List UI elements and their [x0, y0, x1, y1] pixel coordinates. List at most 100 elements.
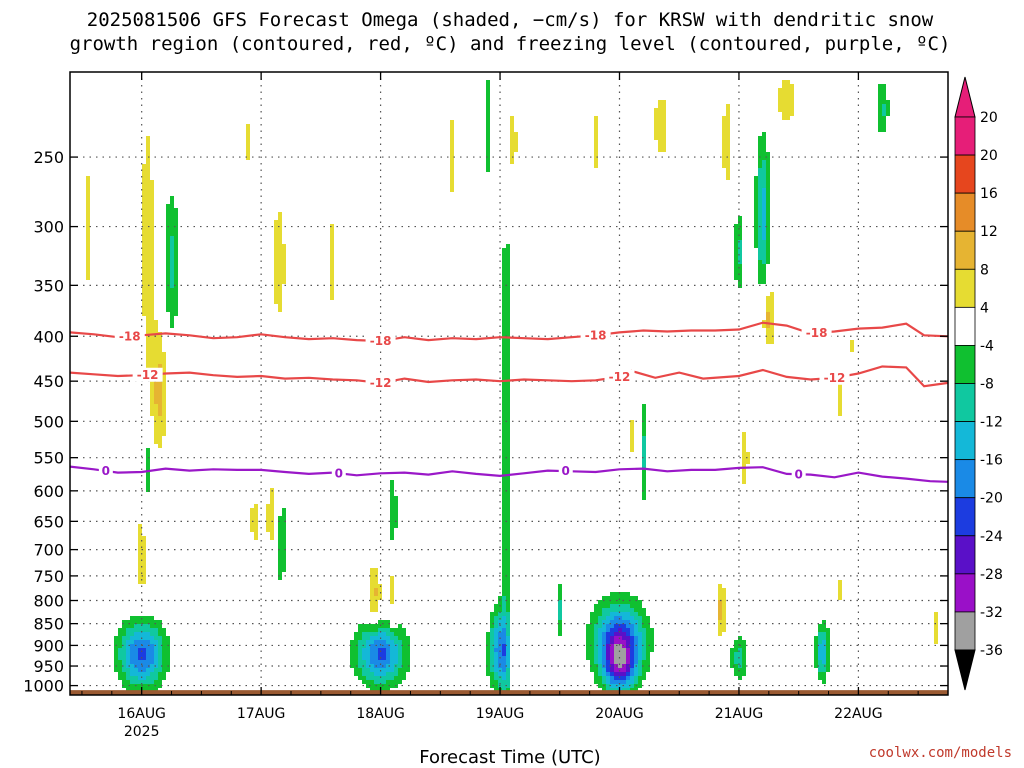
- omega-cell: [766, 236, 770, 240]
- omega-cell: [330, 276, 334, 280]
- omega-cell: [718, 600, 722, 604]
- omega-cell: [766, 204, 770, 208]
- omega-cell: [158, 672, 166, 676]
- omega-cell: [146, 148, 150, 152]
- omega-cell: [142, 232, 154, 236]
- omega-cell: [246, 156, 250, 160]
- omega-cell: [246, 136, 250, 140]
- omega-cell: [502, 596, 506, 600]
- omega-cell: [174, 280, 178, 284]
- omega-cell: [822, 640, 826, 644]
- omega-cell: [502, 460, 510, 464]
- colorbar: 20 20 16 12 8 4 -4 -8 -12 -16 -20 -24 -28 -32 -36: [954, 76, 1003, 691]
- omega-cell: [502, 392, 510, 396]
- omega-cell: [146, 656, 154, 660]
- omega-cell: [642, 448, 646, 452]
- omega-cell: [758, 260, 762, 264]
- omega-cell: [602, 640, 606, 644]
- omega-cell: [486, 160, 490, 164]
- omega-cell: [510, 132, 518, 136]
- omega-cell: [118, 648, 126, 652]
- omega-cell: [330, 240, 334, 244]
- omega-cell: [594, 164, 598, 168]
- omega-cell: [450, 136, 454, 140]
- omega-cell: [754, 216, 758, 220]
- omega-cell: [158, 648, 162, 652]
- omega-cell: [278, 544, 286, 548]
- omega-cell: [738, 636, 742, 640]
- omega-cell: [350, 648, 358, 652]
- omega-cell: [494, 668, 502, 672]
- omega-cell: [378, 592, 382, 596]
- omega-cell: [142, 296, 154, 300]
- omega-cell: [734, 236, 742, 240]
- omega-cell: [86, 176, 90, 180]
- omega-cell: [174, 240, 178, 244]
- omega-cell: [494, 624, 498, 628]
- omega-cell: [502, 432, 510, 436]
- omega-cell: [506, 596, 510, 600]
- colorbar-label: -12: [980, 415, 1003, 431]
- omega-cell: [658, 144, 666, 148]
- omega-cell: [154, 680, 162, 684]
- omega-cell: [502, 464, 510, 468]
- omega-cell: [250, 512, 258, 516]
- omega-cell: [630, 432, 634, 436]
- omega-cell: [642, 644, 646, 648]
- omega-cell: [398, 644, 402, 648]
- credit-link[interactable]: coolwx.com/models: [869, 745, 1012, 761]
- omega-cell: [142, 192, 154, 196]
- omega-cell: [150, 632, 158, 636]
- contour-label-bg: [132, 367, 163, 382]
- omega-cell: [646, 628, 654, 632]
- omega-cell: [742, 660, 746, 664]
- omega-cell: [742, 464, 746, 468]
- omega-cell: [138, 544, 146, 548]
- omega-cell: [86, 192, 90, 196]
- omega-cell: [598, 600, 642, 604]
- omega-cell: [594, 144, 598, 148]
- omega-cell: [162, 648, 170, 652]
- omega-cell: [606, 616, 614, 620]
- omega-cell: [486, 136, 490, 140]
- omega-cell: [758, 144, 766, 148]
- omega-cell: [266, 508, 274, 512]
- omega-cell: [502, 472, 510, 476]
- omega-cell: [274, 252, 286, 256]
- omega-cell: [754, 212, 758, 216]
- omega-cell: [654, 116, 666, 120]
- omega-cell: [726, 108, 730, 112]
- omega-cell: [758, 232, 762, 236]
- omega-cell: [594, 672, 598, 676]
- omega-cell: [630, 640, 634, 644]
- omega-cell: [510, 116, 514, 120]
- omega-cell: [374, 592, 378, 596]
- omega-cell: [146, 464, 150, 468]
- omega-cell: [450, 148, 454, 152]
- omega-cell: [614, 660, 626, 664]
- omega-cell: [130, 668, 138, 672]
- omega-cell: [498, 680, 510, 684]
- omega-cell: [818, 668, 826, 672]
- omega-cell: [86, 184, 90, 188]
- omega-cell: [146, 356, 166, 360]
- omega-cell: [374, 664, 386, 668]
- omega-cell: [598, 668, 602, 672]
- omega-cell: [722, 612, 726, 616]
- omega-cell: [362, 672, 374, 676]
- omega-cell: [506, 632, 510, 636]
- omega-cell: [390, 660, 398, 664]
- omega-cell: [142, 268, 154, 272]
- omega-cell: [394, 640, 402, 644]
- omega-cell: [398, 624, 402, 628]
- omega-cell: [146, 648, 154, 652]
- omega-cell: [762, 192, 766, 196]
- omega-cell: [734, 232, 742, 236]
- omega-cell: [86, 200, 90, 204]
- omega-cell: [630, 628, 634, 632]
- omega-cell: [734, 256, 738, 260]
- omega-cell: [86, 180, 90, 184]
- omega-cell: [350, 640, 358, 644]
- omega-cell: [166, 260, 170, 264]
- omega-cell: [602, 660, 606, 664]
